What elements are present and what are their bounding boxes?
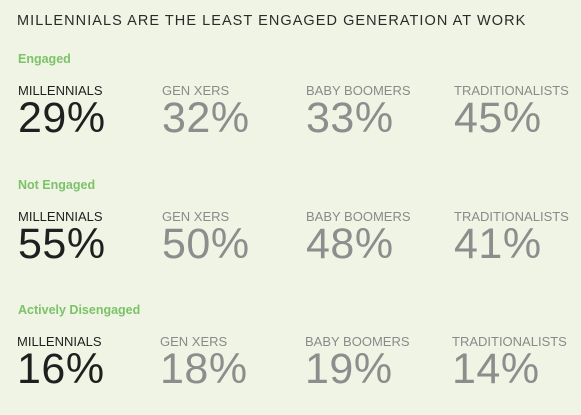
- generation-label: BABY BOOMERS: [306, 209, 411, 224]
- generation-label: TRADITIONALISTS: [454, 83, 569, 98]
- percentage-value: 16%: [17, 345, 105, 393]
- section-not-engaged: Not Engaged MILLENNIALS 55% GEN XERS 50% BABY…: [0, 178, 581, 288]
- section-engaged: Engaged MILLENNIALS 29% GEN XERS 32% BABY BOO…: [0, 52, 581, 162]
- section-actively-disengaged: Actively Disengaged MILLENNIALS 16% GEN XER…: [0, 303, 581, 413]
- generation-label: GEN XERS: [162, 83, 230, 98]
- generation-label: MILLENNIALS: [17, 334, 102, 349]
- percentage-value: 33%: [306, 94, 394, 142]
- percentage-value: 48%: [306, 220, 394, 268]
- percentage-value: 32%: [162, 94, 250, 142]
- percentage-value: 29%: [18, 94, 106, 142]
- percentage-value: 50%: [162, 220, 250, 268]
- chart-title: MILLENNIALS ARE THE LEAST ENGAGED GENERA…: [17, 13, 527, 29]
- generation-label: TRADITIONALISTS: [452, 334, 567, 349]
- generation-label: MILLENNIALS: [18, 83, 103, 98]
- section-label: Actively Disengaged: [18, 303, 141, 317]
- generation-label: BABY BOOMERS: [306, 83, 411, 98]
- percentage-value: 14%: [452, 345, 540, 393]
- percentage-value: 18%: [160, 345, 248, 393]
- percentage-value: 55%: [18, 220, 106, 268]
- percentage-value: 45%: [454, 94, 542, 142]
- generation-label: GEN XERS: [162, 209, 230, 224]
- percentage-value: 19%: [305, 345, 393, 393]
- generation-label: MILLENNIALS: [18, 209, 103, 224]
- section-label: Engaged: [18, 52, 71, 66]
- generation-label: TRADITIONALISTS: [454, 209, 569, 224]
- generation-label: BABY BOOMERS: [305, 334, 410, 349]
- section-label: Not Engaged: [18, 178, 96, 192]
- percentage-value: 41%: [454, 220, 542, 268]
- generation-label: GEN XERS: [160, 334, 228, 349]
